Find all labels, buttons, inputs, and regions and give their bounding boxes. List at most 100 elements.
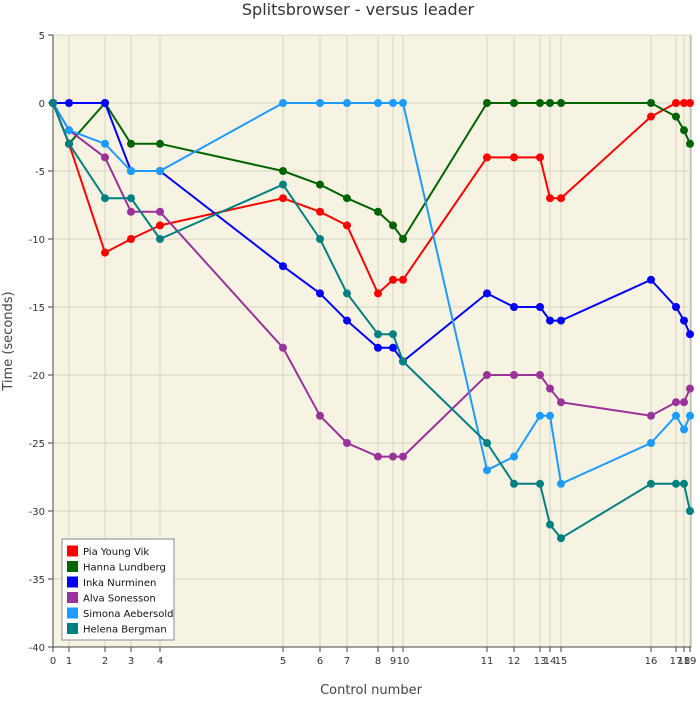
data-point	[101, 153, 109, 162]
data-point	[546, 520, 554, 529]
data-point	[686, 330, 694, 339]
data-point	[672, 99, 680, 107]
legend-label: Hanna Lundberg	[83, 563, 166, 574]
data-point	[374, 289, 382, 298]
data-point	[374, 99, 382, 107]
x-tick-label: 19	[684, 656, 697, 667]
legend: Pia Young Vik Hanna Lundberg Inka Nurminen…	[61, 538, 175, 641]
y-tick-label: -25	[29, 439, 45, 450]
data-point	[279, 180, 287, 189]
data-point	[374, 343, 382, 352]
data-point	[399, 99, 407, 107]
data-point	[483, 439, 491, 447]
data-point	[374, 207, 382, 216]
data-point	[399, 357, 407, 366]
chart-title: Splitsbrowser - versus leader	[242, 0, 475, 19]
x-tick-label: 14	[544, 656, 557, 667]
y-tick-label: 5	[39, 31, 45, 42]
data-point	[101, 194, 109, 203]
data-point	[680, 126, 688, 135]
data-point	[686, 139, 694, 148]
data-point	[483, 289, 491, 298]
legend-swatch	[67, 592, 78, 603]
data-point	[686, 411, 694, 420]
series-line	[52, 102, 691, 240]
x-tick-label: 3	[128, 656, 134, 667]
legend-item: Alva Sonesson	[67, 592, 156, 605]
x-tick-label: 18	[678, 656, 691, 667]
series-line	[52, 102, 691, 485]
data-point	[316, 180, 324, 189]
legend-label: Simona Aebersold	[83, 609, 174, 620]
series-0	[49, 99, 694, 298]
data-point	[399, 275, 407, 284]
data-point	[536, 411, 544, 420]
data-point	[343, 316, 351, 325]
data-point	[557, 194, 565, 203]
data-point	[536, 479, 544, 488]
data-point	[389, 221, 397, 230]
data-point	[389, 275, 397, 284]
legend-item: Simona Aebersold	[67, 607, 174, 620]
data-point	[127, 194, 135, 203]
y-tick-label: -5	[35, 167, 45, 178]
data-point	[156, 139, 164, 148]
x-tick-label: 5	[280, 656, 286, 667]
legend-swatch	[67, 561, 78, 572]
data-point	[647, 479, 655, 488]
data-point	[680, 479, 688, 488]
data-point	[647, 411, 655, 420]
y-tick-label: -35	[29, 575, 45, 586]
y-tick-label: -10	[29, 235, 45, 246]
x-tick-label: 0	[50, 656, 56, 667]
data-point	[672, 112, 680, 121]
legend-swatch	[67, 607, 78, 619]
x-tick-label: 16	[645, 656, 658, 667]
data-point	[389, 99, 397, 107]
data-point	[279, 343, 287, 352]
data-point	[483, 153, 491, 162]
data-point	[399, 235, 407, 243]
data-point	[316, 411, 324, 420]
x-axis-title: Control number	[320, 683, 423, 698]
data-point	[680, 398, 688, 407]
y-tick-label: -20	[29, 371, 45, 382]
data-point	[680, 425, 688, 434]
data-point	[536, 371, 544, 379]
data-point	[316, 289, 324, 298]
data-point	[546, 194, 554, 203]
data-point	[672, 398, 680, 407]
data-point	[279, 262, 287, 271]
series-lines	[49, 99, 694, 543]
x-tick-label: 9	[390, 656, 396, 667]
axes: 50-5-10-15-20-25-30-35-400 1 2 3 4 5 6 7 8 9 10 11 1…	[29, 31, 697, 667]
data-point	[536, 303, 544, 311]
data-point	[156, 207, 164, 216]
legend-swatch	[67, 545, 78, 557]
y-tick-label: -15	[29, 303, 45, 314]
legend-label: Pia Young Vik	[83, 547, 149, 558]
data-point	[510, 99, 518, 107]
data-point	[510, 452, 518, 461]
legend-swatch	[67, 576, 78, 588]
legend-label: Alva Sonesson	[83, 594, 156, 605]
data-point	[389, 343, 397, 352]
legend-label: Inka Nurminen	[83, 578, 156, 589]
data-point	[510, 479, 518, 488]
series-5	[49, 99, 694, 543]
x-tick-label: 10	[397, 656, 410, 667]
data-point	[647, 99, 655, 107]
data-point	[399, 452, 407, 461]
data-point	[389, 452, 397, 461]
data-point	[546, 99, 554, 107]
data-point	[101, 99, 109, 107]
data-point	[557, 398, 565, 407]
y-tick-label: -30	[29, 507, 45, 518]
data-point	[510, 153, 518, 162]
x-tick-label: 7	[344, 656, 350, 667]
x-tick-label: 6	[317, 656, 323, 667]
series-line	[52, 102, 690, 295]
x-tick-label: 13	[534, 656, 547, 667]
